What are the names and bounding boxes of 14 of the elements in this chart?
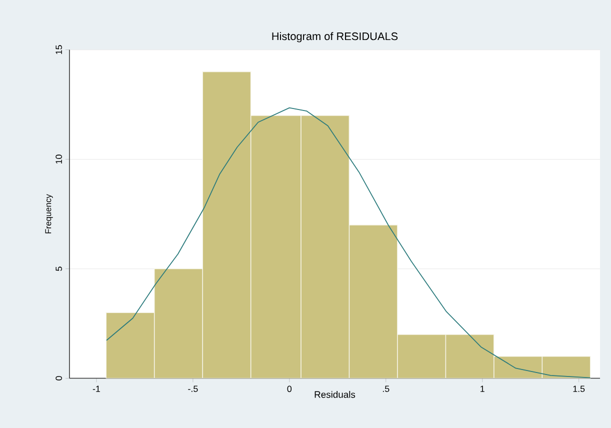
y-tick-label: 0 (56, 376, 62, 380)
y-axis-title: Frequency (45, 194, 53, 234)
x-axis-title: Residuals (314, 390, 356, 398)
y-tick-label: 10 (56, 154, 62, 164)
line-series (106, 107, 591, 378)
x-tick-label: .5 (382, 386, 390, 392)
x-tick-label: -1 (92, 386, 100, 392)
x-tick-label: 1.5 (573, 386, 585, 392)
x-tick-label: -.5 (188, 386, 198, 392)
x-tick-label: 1 (480, 386, 484, 392)
y-tick-label: 15 (56, 45, 62, 54)
chart-title: Histogram of RESIDUALS (272, 32, 398, 42)
y-tick-label: 5 (56, 266, 62, 271)
x-tick-label: 0 (287, 386, 292, 392)
